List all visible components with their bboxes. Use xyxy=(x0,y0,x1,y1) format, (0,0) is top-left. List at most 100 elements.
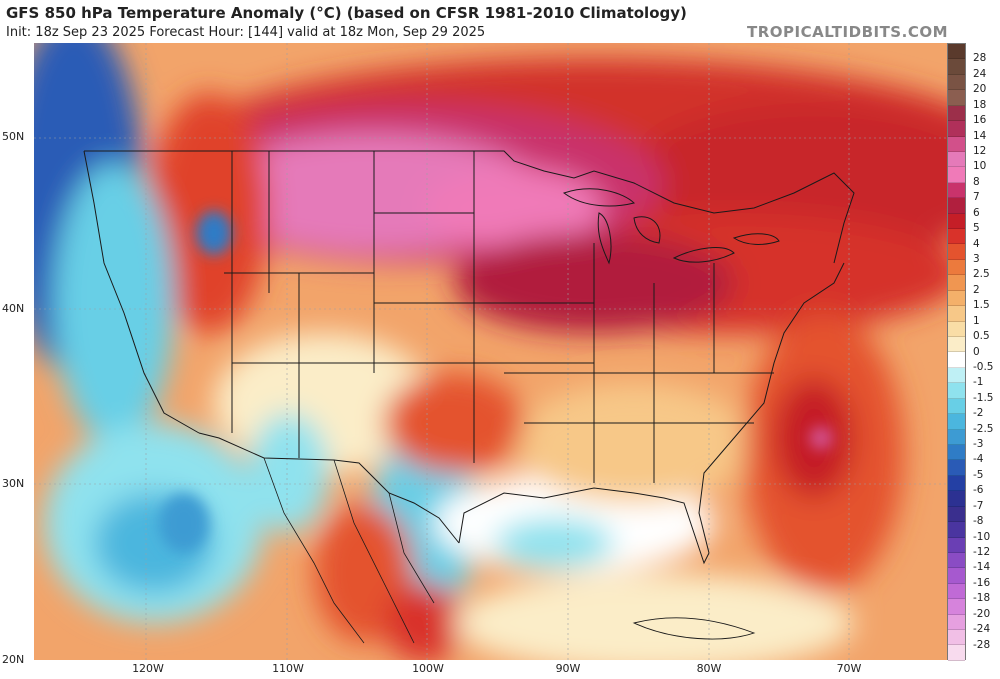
colorbar-swatch xyxy=(948,614,965,631)
source-credit: TROPICALTIDBITS.COM xyxy=(747,23,948,41)
anomaly-map xyxy=(34,43,947,660)
great-lakes xyxy=(562,188,780,265)
colorbar-swatch xyxy=(948,229,965,245)
lat-label-20: 20N xyxy=(2,653,25,666)
colorbar-label: -0.5 xyxy=(973,360,994,373)
lon-label-110w: 110W xyxy=(272,662,304,675)
colorbar-swatch xyxy=(948,414,965,430)
lon-label-70w: 70W xyxy=(836,662,862,675)
colorbar-swatch xyxy=(948,398,965,415)
colorbar-label: -6 xyxy=(973,484,984,497)
lon-label-100w: 100W xyxy=(412,662,444,675)
colorbar-label: -4 xyxy=(973,453,984,466)
chart-subtitle: Init: 18z Sep 23 2025 Forecast Hour: [14… xyxy=(6,25,486,40)
colorbar-swatch xyxy=(948,630,965,646)
chart-title: GFS 850 hPa Temperature Anomaly (°C) (ba… xyxy=(6,4,687,22)
colorbar-label: -7 xyxy=(973,499,984,512)
colorbar-label: 4 xyxy=(973,237,980,250)
colorbar-swatch xyxy=(948,306,965,322)
colorbar-swatch xyxy=(948,599,965,615)
colorbar-label: 18 xyxy=(973,98,987,111)
lat-label-40: 40N xyxy=(2,302,25,315)
colorbar-label: -14 xyxy=(973,561,991,574)
colorbar-label: -2.5 xyxy=(973,422,994,435)
mexico-boundaries xyxy=(263,457,435,644)
colorbar-top-cap xyxy=(948,44,965,60)
colorbar-label: -1 xyxy=(973,376,984,389)
anomaly-details xyxy=(159,211,833,553)
colorbar-label: 8 xyxy=(973,175,980,188)
colorbar-label: 20 xyxy=(973,83,987,96)
colorbar-label: -10 xyxy=(973,530,991,543)
colorbar-swatch xyxy=(948,645,965,661)
colorbar-label: 0 xyxy=(973,345,980,358)
colorbar-label: 12 xyxy=(973,144,987,157)
colorbar-label: 5 xyxy=(973,222,980,235)
colorbar-label: 3 xyxy=(973,252,980,265)
colorbar-swatch xyxy=(948,475,965,492)
lon-label-90w: 90W xyxy=(555,662,581,675)
colorbar-swatch xyxy=(948,337,965,353)
colorbar-swatch xyxy=(948,136,965,152)
colorbar-label: 0.5 xyxy=(973,330,990,343)
colorbar-label: -8 xyxy=(973,515,984,528)
graticule xyxy=(34,43,947,660)
colorbar-swatch xyxy=(948,460,965,476)
colorbar-label: -24 xyxy=(973,623,991,636)
colorbar-label: -16 xyxy=(973,576,991,589)
colorbar-swatch xyxy=(948,568,965,584)
boundaries xyxy=(83,150,855,565)
colorbar-label: 14 xyxy=(973,129,987,142)
colorbar-swatch xyxy=(948,429,965,445)
colorbar-label: 10 xyxy=(973,160,987,173)
colorbar-swatch xyxy=(948,352,965,368)
colorbar-label: -3 xyxy=(973,438,984,451)
colorbar-swatch xyxy=(948,383,965,399)
colorbar-label: 16 xyxy=(973,114,987,127)
colorbar-label: -5 xyxy=(973,468,984,481)
colorbar-swatch xyxy=(948,290,965,307)
colorbar-swatch xyxy=(948,198,965,214)
colorbar-swatch xyxy=(948,537,965,553)
colorbar-swatch xyxy=(948,59,965,75)
colorbar-swatch xyxy=(948,167,965,183)
colorbar-swatch xyxy=(948,90,965,106)
colorbar-label: -1.5 xyxy=(973,391,994,404)
anomaly-field xyxy=(34,43,947,660)
colorbar-swatch xyxy=(948,583,965,600)
colorbar-swatch xyxy=(948,275,965,291)
colorbar-label: -20 xyxy=(973,607,991,620)
colorbar-label: 6 xyxy=(973,206,980,219)
colorbar-swatch xyxy=(948,444,965,461)
lat-label-50: 50N xyxy=(2,130,25,143)
colorbar-swatch xyxy=(948,244,965,260)
colorbar-label: 24 xyxy=(973,67,987,80)
colorbar-swatch xyxy=(948,121,965,137)
colorbar-label: -12 xyxy=(973,546,991,559)
colorbar-swatch xyxy=(948,506,965,523)
colorbar-swatch xyxy=(948,321,965,338)
colorbar-swatch xyxy=(948,259,965,276)
lat-label-30: 30N xyxy=(2,477,25,490)
colorbar-swatch xyxy=(948,367,965,384)
colorbar-label: 7 xyxy=(973,191,980,204)
lon-label-120w: 120W xyxy=(132,662,164,675)
colorbar-label: 2 xyxy=(973,283,980,296)
colorbar-swatch xyxy=(948,105,965,122)
colorbar-swatch xyxy=(948,552,965,569)
colorbar-label: 1 xyxy=(973,314,980,327)
colorbar-label: 28 xyxy=(973,52,987,65)
colorbar-label: -28 xyxy=(973,638,991,651)
colorbar-swatch xyxy=(948,74,965,91)
colorbar-swatch xyxy=(948,491,965,507)
colorbar-swatch xyxy=(948,182,965,199)
colorbar-swatch xyxy=(948,522,965,538)
colorbar-labels: 28 24 20 18 16 14 12 10 8 7 6 5 4 3 2.5 2 1.5 1 0.5 0 -0.5 -1… xyxy=(969,43,999,660)
colorbar-label: 1.5 xyxy=(973,299,990,312)
cuba-outline xyxy=(632,617,756,640)
lon-label-80w: 80W xyxy=(696,662,722,675)
colorbar-swatch xyxy=(948,213,965,230)
map-canvas xyxy=(34,43,947,660)
colorbar-label: 2.5 xyxy=(973,268,990,281)
colorbar-swatch xyxy=(948,151,965,168)
